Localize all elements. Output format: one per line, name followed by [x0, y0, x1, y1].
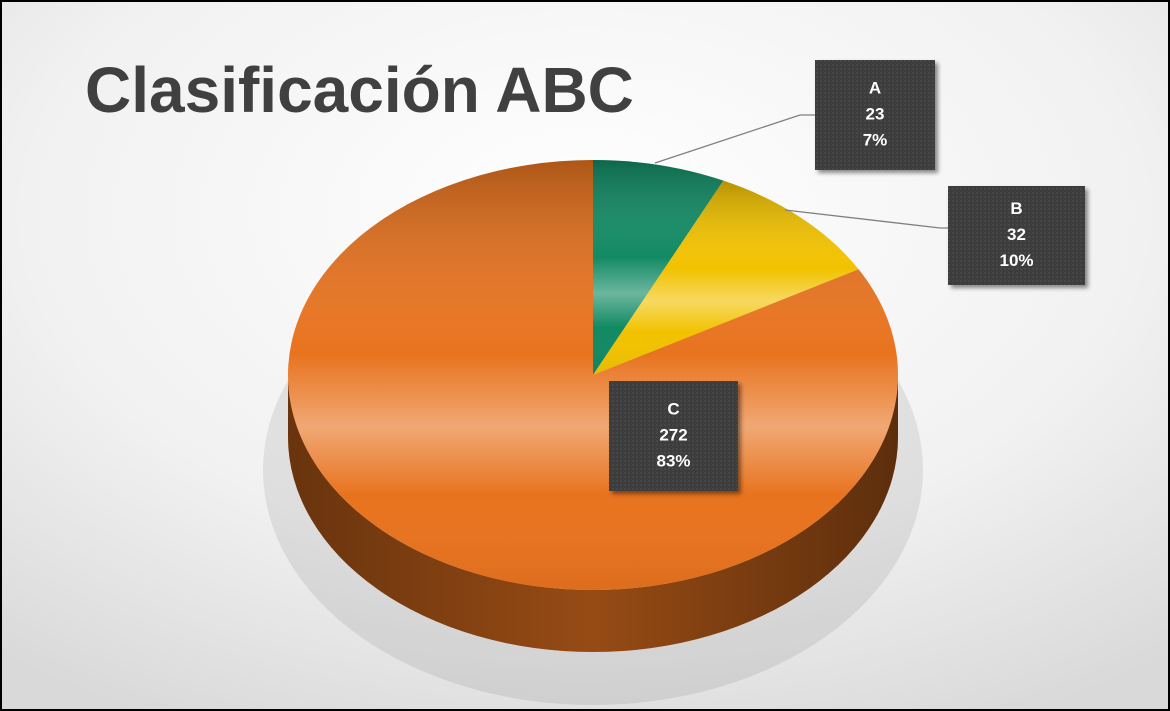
data-label-box [948, 186, 1085, 285]
leader-line [784, 209, 948, 229]
pie-slice-shine [593, 180, 859, 375]
category-label: A [869, 78, 881, 97]
chart-title: Clasificación ABC [85, 54, 634, 126]
percent-label: 7% [863, 130, 888, 149]
category-label: B [1010, 199, 1022, 218]
category-label: C [667, 399, 679, 418]
value-label: 272 [659, 425, 687, 444]
pie-slice-shine [593, 160, 724, 375]
pie-side-shade [288, 375, 898, 652]
data-label-box [815, 60, 935, 170]
value-label: 23 [866, 104, 885, 123]
value-label: 32 [1007, 225, 1026, 244]
data-label-box [609, 381, 738, 491]
pie-slice-shine [287, 160, 898, 590]
pie [287, 160, 898, 652]
labels: A 23 7% B 32 10% C 272 83% [609, 60, 1085, 491]
leader-line [654, 114, 815, 164]
percent-label: 83% [656, 451, 690, 470]
percent-label: 10% [999, 251, 1033, 270]
